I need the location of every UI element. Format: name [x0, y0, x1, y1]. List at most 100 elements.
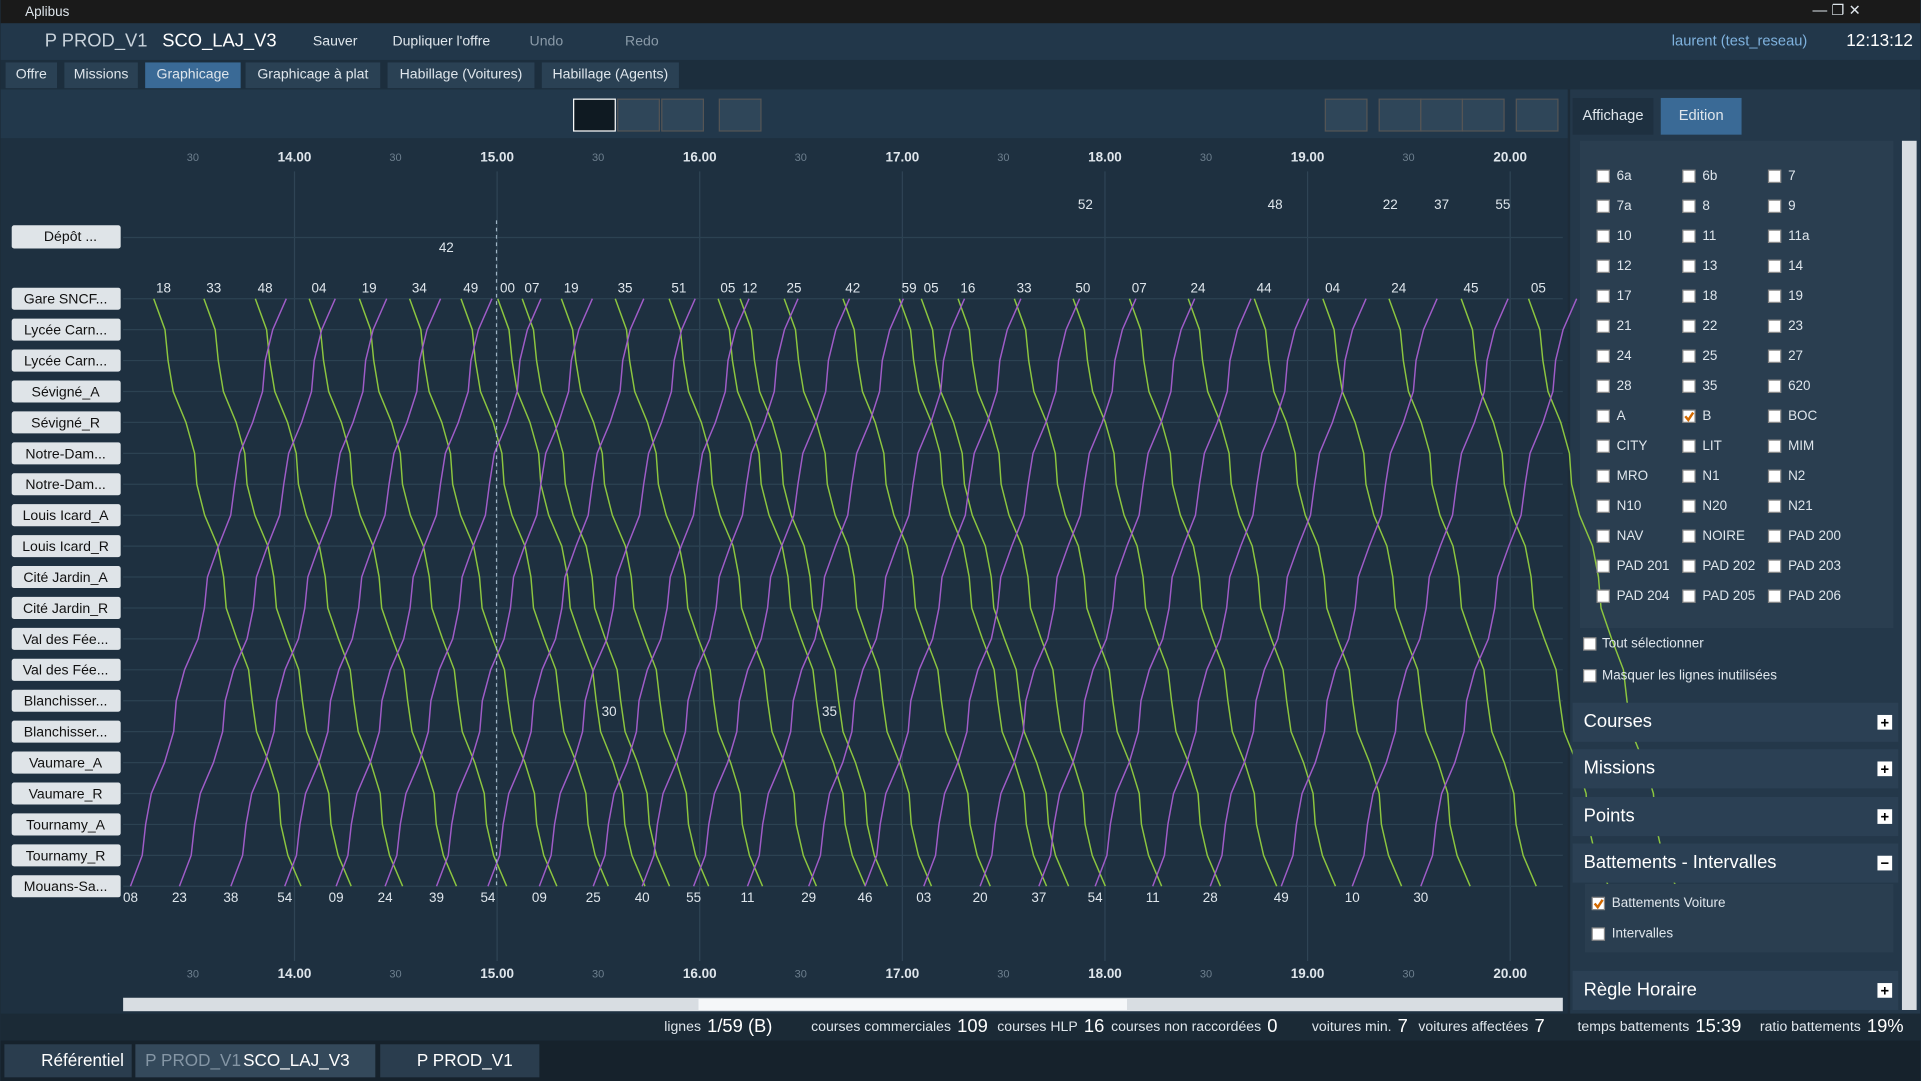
checkbox[interactable] — [1683, 170, 1695, 182]
line-filter-label[interactable]: 24 — [1617, 348, 1632, 363]
stop-label[interactable]: Louis Icard_A — [23, 507, 110, 523]
line-filter-label[interactable]: A — [1617, 408, 1626, 423]
line-filter-label[interactable]: 35 — [1702, 378, 1717, 393]
line-filter-label[interactable]: MRO — [1617, 468, 1648, 483]
tab-label[interactable]: Habillage (Voitures) — [400, 65, 523, 81]
zoom-in-button[interactable] — [1462, 99, 1504, 131]
menu-item[interactable]: Dupliquer l'offre — [392, 32, 490, 48]
checkbox[interactable] — [1597, 350, 1609, 362]
checkbox[interactable] — [1597, 170, 1609, 182]
line-filter-label[interactable]: N21 — [1788, 498, 1813, 513]
section-title[interactable]: Points — [1584, 804, 1635, 825]
stop-label[interactable]: Tournamy_R — [26, 847, 106, 863]
line-filter-label[interactable]: N2 — [1788, 468, 1805, 483]
line-filter-label[interactable]: N10 — [1617, 498, 1642, 513]
fit-button[interactable] — [1379, 99, 1421, 131]
checkbox[interactable] — [1683, 440, 1695, 452]
checkbox[interactable] — [1597, 470, 1609, 482]
checkbox[interactable] — [1683, 530, 1695, 542]
stop-label[interactable]: Blanchisser... — [24, 693, 108, 709]
checkbox[interactable] — [1768, 530, 1780, 542]
checkbox[interactable] — [1597, 590, 1609, 602]
stop-label[interactable]: Tournamy_A — [26, 816, 106, 832]
task-label[interactable]: P PROD_V1 — [145, 1050, 241, 1070]
checkbox[interactable] — [1683, 470, 1695, 482]
option-label[interactable]: Masquer les lignes inutilisées — [1602, 667, 1777, 682]
task-label[interactable]: P PROD_V1 — [417, 1050, 513, 1070]
checkbox[interactable] — [1597, 500, 1609, 512]
stop-label[interactable]: Vaumare_A — [29, 755, 103, 771]
checkbox[interactable] — [1768, 560, 1780, 572]
line-filter-label[interactable]: 17 — [1617, 288, 1632, 303]
checkbox[interactable] — [1768, 320, 1780, 332]
tool-button[interactable] — [618, 99, 660, 131]
user[interactable]: laurent (test_reseau) — [1672, 33, 1808, 49]
battement-label[interactable]: Intervalles — [1612, 926, 1674, 941]
stop-label[interactable]: Louis Icard_R — [22, 538, 109, 554]
section-title[interactable]: Règle Horaire — [1584, 978, 1697, 999]
checkbox[interactable] — [1683, 320, 1695, 332]
checkbox[interactable] — [1768, 470, 1780, 482]
option-label[interactable]: Tout sélectionner — [1602, 636, 1704, 651]
stop-label[interactable]: Cité Jardin_R — [23, 600, 108, 616]
line-filter-label[interactable]: PAD 202 — [1702, 558, 1755, 573]
tool-button[interactable] — [662, 99, 704, 131]
checkbox[interactable] — [1683, 290, 1695, 302]
stop-label[interactable]: Cité Jardin_A — [23, 569, 108, 585]
checkbox[interactable] — [1597, 380, 1609, 392]
line-filter-label[interactable]: 6b — [1702, 168, 1717, 183]
line-filter-label[interactable]: 18 — [1702, 288, 1717, 303]
menu-item[interactable]: Undo — [530, 32, 564, 48]
exit-button[interactable] — [1516, 99, 1558, 131]
tab-label[interactable]: Graphicage à plat — [257, 65, 368, 81]
line-filter-label[interactable]: 7 — [1788, 168, 1795, 183]
line-filter-label[interactable]: 25 — [1702, 348, 1717, 363]
line-filter-label[interactable]: N1 — [1702, 468, 1719, 483]
line-filter-label[interactable]: 28 — [1617, 378, 1632, 393]
stop-label[interactable]: Lycée Carn... — [24, 322, 107, 338]
stop-label[interactable]: Notre-Dam... — [25, 476, 105, 492]
menu-item[interactable]: Sauver — [313, 32, 358, 48]
checkbox[interactable] — [1683, 560, 1695, 572]
tool-button[interactable] — [574, 99, 616, 131]
tab-label[interactable]: Graphicage — [157, 65, 230, 81]
depot-label[interactable]: Dépôt ... — [44, 228, 97, 244]
checkbox[interactable] — [1768, 440, 1780, 452]
zoom-out-button[interactable] — [1421, 99, 1463, 131]
line-filter-label[interactable]: 7a — [1617, 198, 1632, 213]
tool-button[interactable] — [719, 99, 761, 131]
line-filter-label[interactable]: PAD 204 — [1617, 588, 1670, 603]
checkbox[interactable] — [1768, 590, 1780, 602]
checkbox[interactable] — [1768, 170, 1780, 182]
checkbox[interactable] — [1683, 500, 1695, 512]
tab-label[interactable]: Habillage (Agents) — [553, 65, 669, 81]
checkbox[interactable] — [1597, 320, 1609, 332]
line-filter-label[interactable]: MIM — [1788, 438, 1814, 453]
checkbox[interactable] — [1768, 290, 1780, 302]
line-filter-label[interactable]: 11a — [1788, 228, 1810, 243]
stop-label[interactable]: Gare SNCF... — [24, 291, 108, 307]
side-tab-label[interactable]: Affichage — [1583, 108, 1644, 124]
checkbox[interactable] — [1768, 380, 1780, 392]
line-filter-label[interactable]: PAD 201 — [1617, 558, 1670, 573]
stop-label[interactable]: Mouans-Sa... — [24, 878, 108, 894]
line-filter-label[interactable]: 11 — [1702, 228, 1716, 243]
stop-label[interactable]: Val des Fée... — [23, 631, 109, 647]
stop-label[interactable]: Val des Fée... — [23, 662, 109, 678]
section-title[interactable]: Battements - Intervalles — [1584, 851, 1777, 872]
section-title[interactable]: Courses — [1584, 710, 1652, 731]
stop-label[interactable]: Lycée Carn... — [24, 353, 107, 369]
print-button[interactable] — [1325, 99, 1367, 131]
tab-label[interactable]: Offre — [16, 65, 47, 81]
checkbox[interactable] — [1592, 928, 1604, 940]
line-filter-label[interactable]: 13 — [1702, 258, 1717, 273]
checkbox[interactable] — [1597, 410, 1609, 422]
line-filter-label[interactable]: 22 — [1702, 318, 1717, 333]
line-filter-label[interactable]: PAD 203 — [1788, 558, 1841, 573]
line-filter-label[interactable]: 9 — [1788, 198, 1795, 213]
line-filter-label[interactable]: 620 — [1788, 378, 1810, 393]
stop-label[interactable]: Sévigné_A — [32, 383, 101, 399]
line-filter-label[interactable]: 10 — [1617, 228, 1632, 243]
stop-label[interactable]: Notre-Dam... — [25, 445, 105, 461]
line-filter-label[interactable]: 14 — [1788, 258, 1803, 273]
